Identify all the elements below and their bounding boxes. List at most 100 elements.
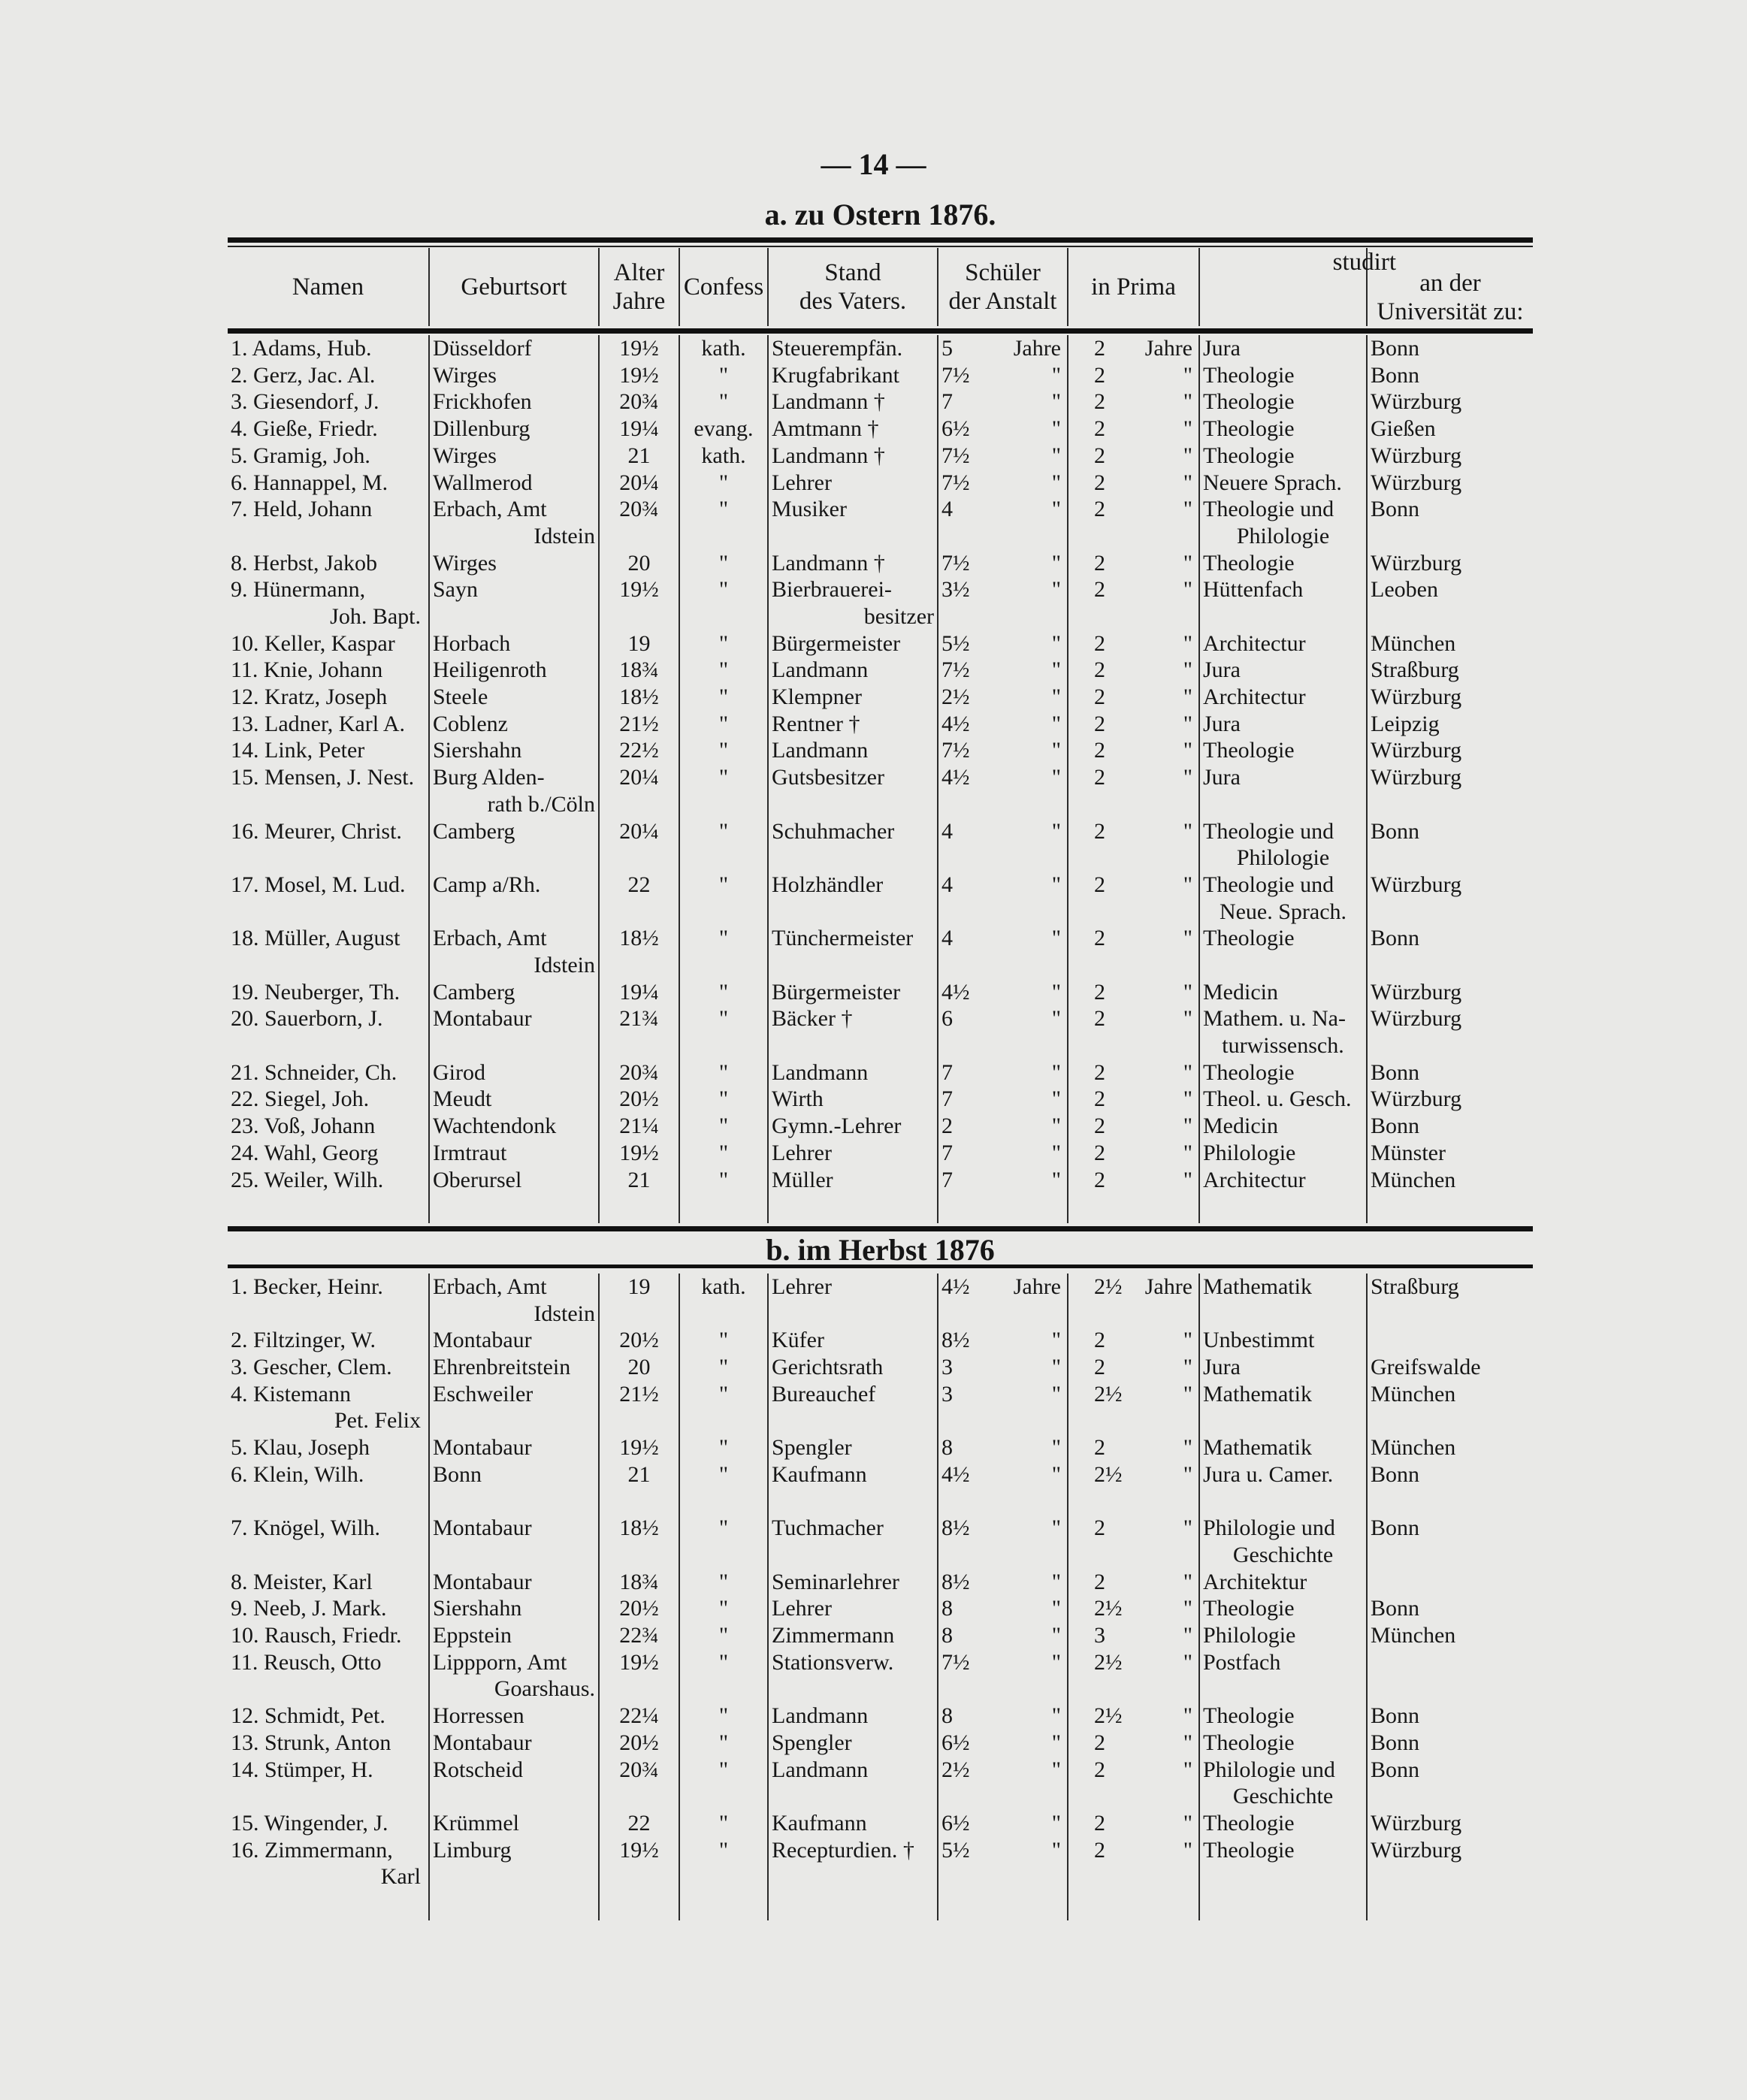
cell-prima: 2 ": [1067, 576, 1199, 630]
cell-birthplace: Wachtendonk: [428, 1113, 599, 1140]
cell-prima: 2 ": [1067, 1756, 1199, 1810]
cell-father: Küfer: [767, 1327, 938, 1355]
prima-years: 2: [1094, 979, 1105, 1005]
table-row: 2. Filtzinger, W. Montabaur 20½ " Küfer 8½ " 2 "…: [228, 1327, 1533, 1355]
prima-years: 2: [1094, 362, 1105, 388]
school-unit: ": [1051, 765, 1061, 790]
school-unit: ": [1051, 1757, 1061, 1782]
cell-university: Bonn: [1366, 1595, 1533, 1623]
birthplace-line: Horbach: [433, 630, 511, 656]
subject-line: Theologie: [1203, 1059, 1295, 1085]
cell-birthplace: Rotscheid: [428, 1756, 599, 1810]
subject-line: Unbestimmt: [1203, 1328, 1315, 1353]
blank-cell: [428, 1193, 599, 1224]
prima-years: 2: [1094, 1515, 1105, 1541]
birthplace-line: Wirges: [433, 443, 497, 468]
cell-birthplace: Steele: [428, 684, 599, 711]
cell-confession: ": [679, 1005, 768, 1059]
cell-prima: 3 ": [1067, 1622, 1199, 1649]
prima-years: 2: [1094, 711, 1105, 736]
prima-years: 2½: [1094, 1274, 1123, 1299]
cell-confession: evang.: [679, 415, 768, 443]
cell-name: 5. Gramig, Joh.: [228, 443, 429, 470]
prima-unit: Jahre: [1144, 1274, 1192, 1299]
cell-university: Bonn: [1366, 1703, 1533, 1730]
header-school-2: der Anstalt: [948, 288, 1057, 315]
cell-school: 8 ": [937, 1595, 1068, 1623]
cell-name: 21. Schneider, Ch.: [228, 1059, 429, 1086]
prima-unit: ": [1183, 1086, 1192, 1112]
father-line: Krugfabrikant: [772, 362, 899, 388]
father-line: Holzhändler: [772, 872, 884, 897]
cell-age: 22¼: [598, 1703, 679, 1730]
table-row: 17. Mosel, M. Lud. Camp a/Rh. 22 " Holzhändl…: [228, 871, 1533, 926]
cell-birthplace: Camberg: [428, 978, 599, 1006]
cell-name: 12. Schmidt, Pet.: [228, 1703, 429, 1730]
cell-birthplace: Siershahn: [428, 1595, 599, 1623]
father-line: Spengler: [772, 1730, 852, 1755]
header-university: an der Universität zu:: [1366, 248, 1533, 326]
blank-cell: [428, 1890, 599, 1920]
father-line: Musiker: [772, 497, 847, 522]
birthplace-line: Camberg: [433, 979, 515, 1005]
prima-years: 3: [1094, 1623, 1105, 1648]
subject-line: Theol. u. Gesch.: [1203, 1086, 1352, 1112]
cell-birthplace: Camp a/Rh.: [428, 871, 599, 926]
cell-confession: ": [679, 1729, 768, 1757]
father-line: Kaufmann: [772, 1461, 867, 1487]
name-line: 12. Kratz, Joseph: [231, 684, 388, 710]
school-unit: ": [1051, 497, 1061, 522]
cell-age: 22: [598, 1809, 679, 1837]
table-row: 11. Reusch, Otto Lippporn, Amt Goarshaus. 1…: [228, 1648, 1533, 1703]
name-line: 11. Reusch, Otto: [231, 1649, 382, 1675]
cell-prima: 2 ": [1067, 549, 1199, 577]
cell-university: Würzburg: [1366, 737, 1533, 765]
school-unit: ": [1051, 1113, 1061, 1139]
cell-school: 7 ": [937, 1086, 1068, 1113]
prima-unit: ": [1183, 738, 1192, 763]
school-unit: ": [1051, 577, 1061, 603]
cell-age: 18½: [598, 925, 679, 979]
table-row: 1. Adams, Hub. Düsseldorf 19½ kath. Steuerem…: [228, 335, 1533, 362]
school-years: 7: [942, 1059, 953, 1085]
prima-unit: ": [1183, 1837, 1192, 1863]
name-line: 18. Müller, August: [231, 926, 400, 951]
cell-confession: ": [679, 1809, 768, 1837]
cell-birthplace: Irmtraut: [428, 1139, 599, 1167]
name-line: 7. Knögel, Wilh.: [231, 1515, 381, 1541]
school-years: 6½: [942, 416, 970, 442]
prima-unit: ": [1183, 979, 1192, 1005]
father-line: Schuhmacher: [772, 818, 895, 844]
cell-birthplace: Ehrenbreitstein: [428, 1354, 599, 1381]
cell-university: Bonn: [1366, 1113, 1533, 1140]
prima-unit: ": [1183, 443, 1192, 468]
header-name: Namen: [292, 273, 364, 301]
school-years: 7: [942, 1140, 953, 1165]
cell-university: Leipzig: [1366, 710, 1533, 738]
subject-line: Mathematik: [1203, 1435, 1312, 1461]
school-years: 5: [942, 336, 953, 361]
name-line: 2. Gerz, Jac. Al.: [231, 362, 376, 388]
father-line: Landmann: [772, 1059, 869, 1085]
header-studied-label: studirt: [1332, 249, 1396, 276]
cell-age: 20½: [598, 1729, 679, 1757]
cell-name: 6. Klein, Wilh.: [228, 1461, 429, 1488]
cell-prima: 2 ": [1067, 1354, 1199, 1381]
cell-university: Würzburg: [1366, 469, 1533, 497]
cell-birthplace: Bonn: [428, 1461, 599, 1488]
cell-school: 8½ ": [937, 1327, 1068, 1355]
school-unit: ": [1051, 818, 1061, 844]
prima-years: 2: [1094, 550, 1105, 576]
subject-line: Theologie: [1203, 389, 1295, 415]
cell-name: 22. Siegel, Joh.: [228, 1086, 429, 1113]
school-unit: ": [1051, 1140, 1061, 1165]
name-line: 3. Gescher, Clem.: [231, 1355, 392, 1380]
prima-years: 2: [1094, 926, 1105, 951]
cell-confession: ": [679, 1595, 768, 1623]
prima-years: 2: [1094, 1113, 1105, 1139]
birthplace-line: Heiligenroth: [433, 657, 547, 683]
cell-father: Lehrer: [767, 1595, 938, 1623]
cell-subject: Theologie: [1198, 925, 1367, 979]
cell-father: Lehrer: [767, 1274, 938, 1328]
table-row: 15. Mensen, J. Nest. Burg Alden-rath b./C…: [228, 764, 1533, 818]
